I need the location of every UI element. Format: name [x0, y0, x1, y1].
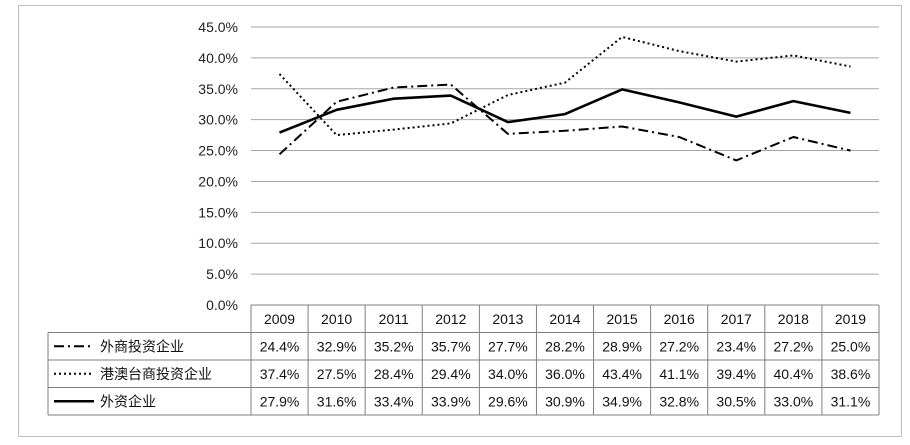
data-cell: 28.4%: [374, 366, 414, 382]
data-cell: 34.0%: [488, 366, 528, 382]
series-line-dotted: [278, 35, 851, 137]
data-cell: 35.2%: [374, 338, 414, 354]
data-cell: 27.2%: [659, 338, 699, 354]
y-tick-label: 10.0%: [198, 235, 238, 251]
data-cell: 31.6%: [317, 393, 357, 409]
data-cell: 28.9%: [602, 338, 642, 354]
data-cell: 35.7%: [431, 338, 471, 354]
data-cell: 33.9%: [431, 393, 471, 409]
data-cell: 29.4%: [431, 366, 471, 382]
chart-frame: [18, 5, 902, 437]
x-category-label: 2009: [264, 311, 295, 327]
y-tick-label: 45.0%: [198, 19, 238, 35]
x-category-label: 2012: [435, 311, 466, 327]
data-cell: 33.4%: [374, 393, 414, 409]
data-cell: 36.0%: [545, 366, 585, 382]
y-tick-label: 35.0%: [198, 81, 238, 97]
y-tick-label: 30.0%: [198, 112, 238, 128]
data-cell: 40.4%: [774, 366, 814, 382]
data-cell: 32.9%: [317, 338, 357, 354]
y-tick-label: 5.0%: [206, 266, 238, 282]
data-cell: 24.4%: [260, 338, 300, 354]
x-category-label: 2019: [835, 311, 866, 327]
series-label: 外资企业: [100, 393, 156, 410]
data-cell: 27.2%: [774, 338, 814, 354]
data-cell: 41.1%: [659, 366, 699, 382]
series-label: 外商投资企业: [100, 338, 184, 355]
data-cell: 37.4%: [260, 366, 300, 382]
data-cell: 29.6%: [488, 393, 528, 409]
x-category-label: 2014: [549, 311, 580, 327]
data-cell: 27.5%: [317, 366, 357, 382]
series-label: 港澳台商投资企业: [100, 366, 212, 383]
x-category-label: 2017: [721, 311, 752, 327]
y-tick-label: 0.0%: [206, 297, 238, 313]
x-category-label: 2013: [492, 311, 523, 327]
x-category-label: 2010: [321, 311, 352, 327]
data-cell: 32.8%: [659, 393, 699, 409]
x-category-label: 2016: [664, 311, 695, 327]
series-line-solid: [279, 88, 851, 134]
data-cell: 23.4%: [716, 338, 756, 354]
data-cell: 27.7%: [488, 338, 528, 354]
y-tick-label: 40.0%: [198, 50, 238, 66]
data-cell: 28.2%: [545, 338, 585, 354]
data-cell: 33.0%: [774, 393, 814, 409]
y-tick-label: 15.0%: [198, 204, 238, 220]
data-cell: 39.4%: [716, 366, 756, 382]
data-cell: 27.9%: [260, 393, 300, 409]
x-category-label: 2018: [778, 311, 809, 327]
data-cell: 25.0%: [831, 338, 871, 354]
data-cell: 31.1%: [831, 393, 871, 409]
y-tick-label: 25.0%: [198, 143, 238, 159]
x-category-label: 2015: [607, 311, 638, 327]
data-cell: 30.9%: [545, 393, 585, 409]
series-line-dash-dot: [278, 83, 851, 162]
y-tick-label: 20.0%: [198, 173, 238, 189]
data-cell: 34.9%: [602, 393, 642, 409]
data-cell: 30.5%: [716, 393, 756, 409]
x-category-label: 2011: [379, 311, 409, 327]
data-cell: 43.4%: [602, 366, 642, 382]
data-cell: 38.6%: [831, 366, 871, 382]
